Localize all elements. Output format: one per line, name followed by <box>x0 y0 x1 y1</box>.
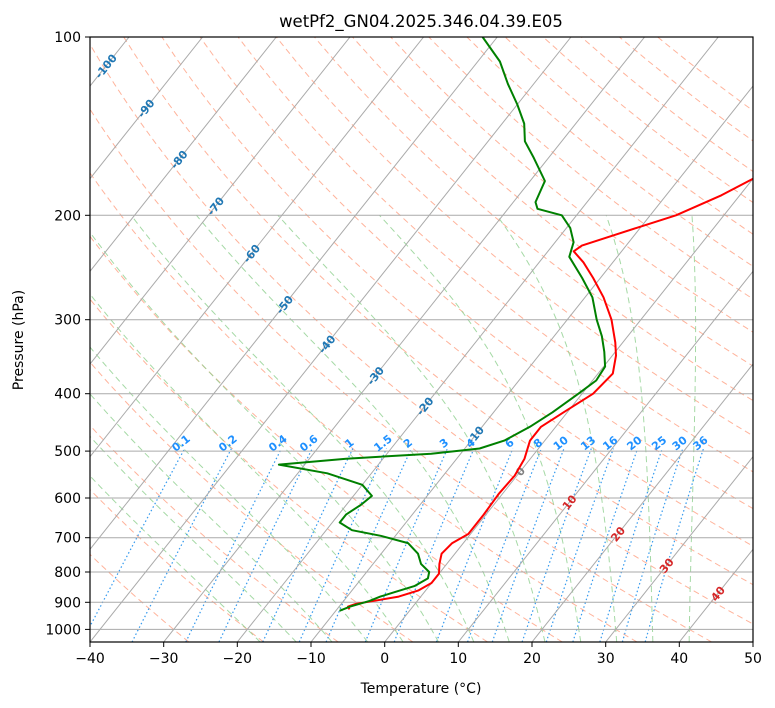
moist-adiabat-line <box>496 215 618 642</box>
sounding-profiles <box>277 37 753 612</box>
moist-adiabat-line <box>90 293 404 642</box>
y-tick-label: 300 <box>54 313 81 329</box>
isotherm-line <box>163 37 645 642</box>
temperature-profile-line <box>347 177 753 610</box>
dry-adiabat-line <box>90 172 638 642</box>
moist-adiabat-line <box>277 214 546 642</box>
x-tick-label: 40 <box>670 651 688 667</box>
moist-adiabat-line <box>90 346 369 642</box>
dry-adiabat-line <box>90 424 339 642</box>
moist-adiabat-line <box>90 435 297 642</box>
pressure-gridlines <box>90 37 753 630</box>
x-axis-title: Temperature (°C) <box>360 681 482 697</box>
moist-adiabat-line <box>90 393 333 642</box>
mixing-ratio-line <box>491 448 565 642</box>
mixing-ratio-line <box>393 448 475 642</box>
x-tick-label: 10 <box>449 651 467 667</box>
isotherm-line <box>384 177 753 642</box>
dry-adiabat-line <box>90 235 563 642</box>
isotherm-line <box>531 363 753 642</box>
dry-adiabat-line <box>237 37 753 473</box>
moist-adiabat-line <box>605 215 654 642</box>
x-tick-label: −40 <box>75 651 105 667</box>
mixing-ratio-line <box>621 448 684 642</box>
dry-adiabat-line <box>352 37 753 367</box>
mixing-ratio-line <box>262 448 354 642</box>
x-tick-label: 30 <box>597 651 615 667</box>
dry-adiabat-line <box>90 43 753 625</box>
moist-adiabat-line <box>130 214 475 642</box>
dry-adiabat-line <box>90 108 712 642</box>
plot-area: -100-90-80-70-60-50-40-30-20-10010203040… <box>90 37 753 642</box>
x-tick-label: −10 <box>296 651 326 667</box>
y-tick-label: 700 <box>54 531 81 547</box>
isotherm-line <box>90 37 351 365</box>
x-tick-label: 20 <box>523 651 541 667</box>
x-tick-label: −30 <box>149 651 179 667</box>
mixing-ratio-line <box>521 448 592 642</box>
y-tick-label: 400 <box>54 387 81 403</box>
y-tick-label: 500 <box>54 444 81 460</box>
moist-adiabat-line <box>90 475 261 642</box>
isotherm-line <box>90 37 572 642</box>
x-tick-label: 0 <box>380 651 389 667</box>
isotherm-line <box>90 37 277 273</box>
mixing-ratio-line <box>644 448 705 642</box>
y-tick-label: 100 <box>54 30 81 46</box>
isotherm-line <box>310 85 753 642</box>
y-axis: 100 200 300 400 500 600 700 800 900 1000 <box>45 30 90 638</box>
moist-adiabat-line <box>90 231 439 642</box>
y-tick-label: 1000 <box>45 622 81 638</box>
mixing-ratio-line <box>131 448 233 642</box>
x-axis: −40 −30 −20 −10 0 10 20 30 40 50 <box>75 642 762 667</box>
plot-frame <box>89 36 754 643</box>
mixing-ratio-line <box>572 448 639 642</box>
y-tick-label: 800 <box>54 565 81 581</box>
isotherm-line <box>236 37 719 642</box>
isotherm-line <box>457 270 753 642</box>
dry-adiabat-line <box>161 37 753 547</box>
dry-adiabat-line <box>123 37 753 586</box>
dry-adiabat-line <box>199 37 753 510</box>
x-tick-label: −20 <box>223 651 253 667</box>
dry-adiabat-line <box>275 37 753 437</box>
dry-adiabat-line <box>90 298 488 642</box>
chart-title: wetPf2_GN04.2025.346.04.39.E05 <box>279 12 563 32</box>
mixing-ratio-line <box>599 448 663 642</box>
y-tick-label: 600 <box>54 491 81 507</box>
isotherm-line <box>90 37 498 551</box>
x-tick-label: 50 <box>744 651 762 667</box>
mixing-ratio-line <box>466 448 542 642</box>
y-tick-label: 900 <box>54 595 81 611</box>
mixing-ratio-line <box>90 448 186 628</box>
isotherm-line <box>90 37 203 180</box>
mixing-ratio-line <box>545 448 614 642</box>
isotherms <box>90 37 753 642</box>
mixing-ratio-lines <box>90 448 705 642</box>
moist-adiabat-line <box>688 215 697 642</box>
isotherm-line <box>605 455 753 642</box>
y-tick-label: 200 <box>54 208 81 224</box>
dry-adiabat-line <box>314 37 753 402</box>
moist-adiabats <box>90 214 697 642</box>
dewpoint-profile-line <box>277 37 607 612</box>
moist-adiabat-line <box>379 214 582 642</box>
isotherm-line <box>90 37 424 458</box>
mixing-ratio-line <box>435 448 514 642</box>
dry-adiabat-line <box>90 553 190 642</box>
y-axis-title: Pressure (hPa) <box>11 290 27 390</box>
